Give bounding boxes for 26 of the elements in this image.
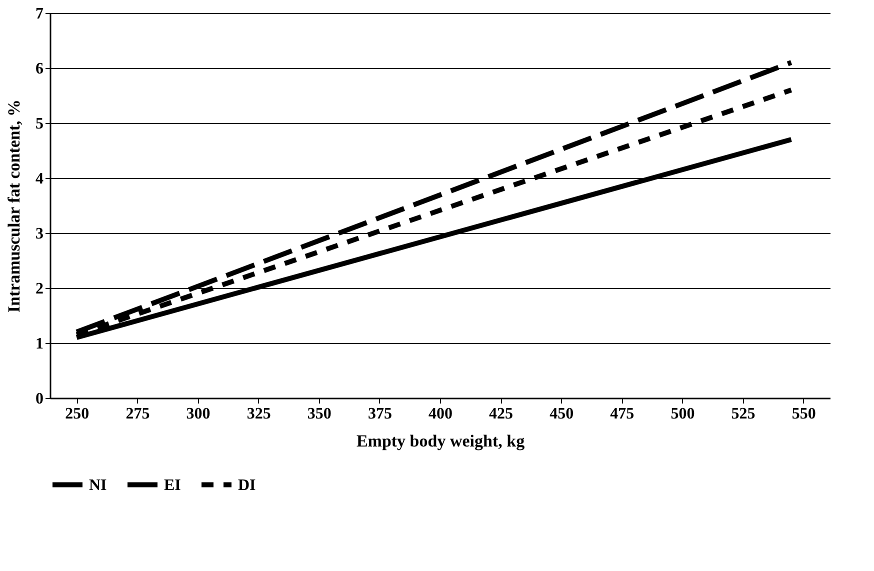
x-tick-label: 275: [126, 406, 150, 422]
x-tick-label: 325: [246, 406, 271, 422]
x-tick-label: 500: [670, 406, 695, 422]
y-tick-label: 0: [36, 390, 44, 408]
y-tick-label: 1: [36, 336, 44, 352]
y-axis-title: Intramuscular fat content, %: [4, 99, 24, 313]
legend-label: DI: [238, 476, 256, 494]
x-tick-label: 375: [368, 406, 392, 422]
legend-label: EI: [164, 476, 181, 494]
y-tick-label: 6: [36, 60, 44, 78]
x-tick-label: 475: [610, 406, 634, 422]
x-tick-label: 350: [307, 406, 332, 422]
y-tick-label: 7: [36, 6, 44, 22]
x-tick-label: 400: [428, 406, 452, 422]
x-tick-label: 525: [731, 406, 756, 422]
y-tick-label: 5: [36, 116, 44, 132]
x-tick-label: 250: [65, 406, 90, 422]
x-tick-label: 300: [186, 406, 210, 422]
y-tick-label: 4: [36, 170, 44, 188]
legend-label: NI: [89, 476, 107, 494]
x-tick-label: 450: [550, 406, 574, 422]
x-axis-title: Empty body weight, kg: [356, 432, 526, 450]
y-tick-label: 2: [36, 280, 44, 298]
y-tick-label: 3: [36, 226, 44, 242]
x-tick-label: 425: [489, 406, 514, 422]
x-tick-label: 550: [792, 406, 816, 422]
